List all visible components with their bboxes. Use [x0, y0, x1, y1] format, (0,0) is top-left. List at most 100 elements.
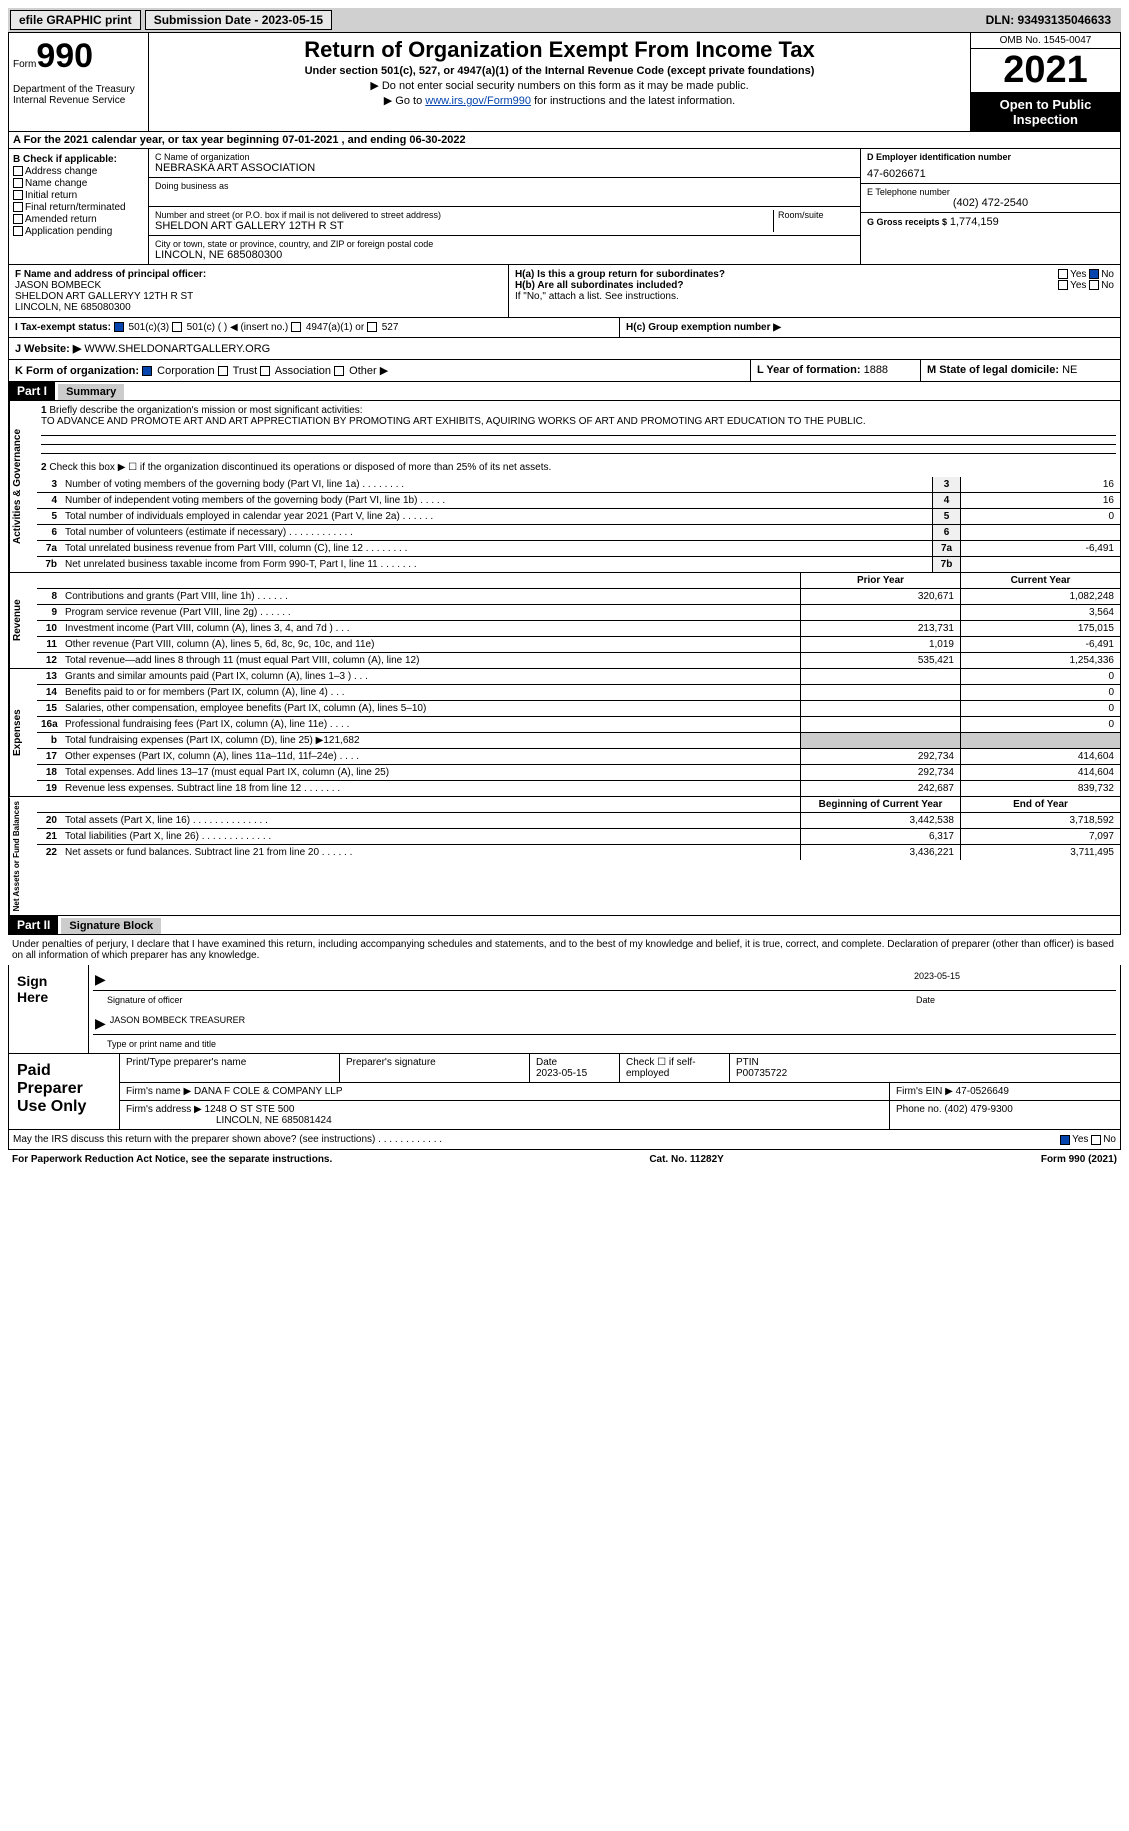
no-label: No — [1103, 1134, 1116, 1145]
firm-addr: 1248 O ST STE 500 — [205, 1104, 295, 1115]
opt-initial: Initial return — [25, 190, 77, 201]
phone-label: E Telephone number — [867, 187, 1114, 197]
revenue-section: Revenue Prior Year Current Year 8Contrib… — [8, 573, 1121, 669]
chk-amended[interactable] — [13, 214, 23, 224]
discuss-yes[interactable] — [1060, 1135, 1070, 1145]
summary-line: 19Revenue less expenses. Subtract line 1… — [37, 781, 1120, 796]
expenses-section: Expenses 13Grants and similar amounts pa… — [8, 669, 1121, 797]
summary-line: 14Benefits paid to or for members (Part … — [37, 685, 1120, 701]
chk-final[interactable] — [13, 202, 23, 212]
ptin-label: PTIN — [736, 1057, 759, 1068]
beginning-header: Beginning of Current Year — [800, 797, 960, 812]
chk-name[interactable] — [13, 178, 23, 188]
summary-line: 18Total expenses. Add lines 13–17 (must … — [37, 765, 1120, 781]
chk-501c3[interactable] — [114, 322, 124, 332]
form-ref: Form 990 (2021) — [1041, 1154, 1117, 1165]
summary-line: 4Number of independent voting members of… — [37, 493, 1120, 509]
main-info-grid: B Check if applicable: Address change Na… — [8, 149, 1121, 265]
ein-label: D Employer identification number — [867, 152, 1114, 162]
gross-receipts: 1,774,159 — [950, 216, 999, 228]
city: LINCOLN, NE 685080300 — [155, 249, 854, 261]
hb-note: If "No," attach a list. See instructions… — [515, 291, 1114, 302]
firm-ein-label: Firm's EIN ▶ — [896, 1086, 953, 1097]
summary-line: 7bNet unrelated business taxable income … — [37, 557, 1120, 572]
column-c: C Name of organization NEBRASKA ART ASSO… — [149, 149, 860, 264]
officer-name: JASON BOMBECK — [15, 280, 502, 291]
part-1-header: Part I Summary — [8, 382, 1121, 401]
sign-date: 2023-05-15 — [914, 971, 1114, 988]
row-j: J Website: ▶ WWW.SHELDONARTGALLERY.ORG — [8, 338, 1121, 360]
efile-button[interactable]: efile GRAPHIC print — [10, 10, 141, 30]
firm-name-label: Firm's name ▶ — [126, 1086, 191, 1097]
type-name-label: Type or print name and title — [93, 1039, 1116, 1049]
chk-other[interactable] — [334, 366, 344, 376]
opt-501c3: 501(c)(3) — [129, 322, 170, 333]
opt-other: Other ▶ — [349, 365, 388, 377]
part-1-label: Part I — [9, 382, 55, 400]
opt-final: Final return/terminated — [25, 202, 126, 213]
ha-label: H(a) Is this a group return for subordin… — [515, 269, 725, 280]
summary-line: 6Total number of volunteers (estimate if… — [37, 525, 1120, 541]
firm-name: DANA F COLE & COMPANY LLP — [194, 1086, 343, 1097]
preparer-section: Paid Preparer Use Only Print/Type prepar… — [8, 1054, 1121, 1130]
summary-line: 5Total number of individuals employed in… — [37, 509, 1120, 525]
phone: (402) 472-2540 — [867, 197, 1114, 209]
officer-addr: SHELDON ART GALLERYY 12TH R ST — [15, 291, 502, 302]
opt-address: Address change — [25, 166, 97, 177]
column-b: B Check if applicable: Address change Na… — [9, 149, 149, 264]
chk-4947[interactable] — [291, 322, 301, 332]
form-number: 990 — [36, 37, 93, 75]
arrow-icon-2: ▶ — [95, 1015, 106, 1032]
hb-label: H(b) Are all subordinates included? — [515, 280, 684, 291]
chk-pending[interactable] — [13, 226, 23, 236]
section-a: A For the 2021 calendar year, or tax yea… — [8, 132, 1121, 149]
department: Department of the Treasury Internal Reve… — [13, 84, 144, 106]
mission-text: TO ADVANCE AND PROMOTE ART AND ART APPRE… — [41, 416, 866, 427]
column-d: D Employer identification number 47-6026… — [860, 149, 1120, 264]
summary-line: 16aProfessional fundraising fees (Part I… — [37, 717, 1120, 733]
summary-line: bTotal fundraising expenses (Part IX, co… — [37, 733, 1120, 749]
org-name: NEBRASKA ART ASSOCIATION — [155, 162, 854, 174]
netassets-section: Net Assets or Fund Balances Beginning of… — [8, 797, 1121, 916]
chk-address[interactable] — [13, 166, 23, 176]
officer-name-title: JASON BOMBECK TREASURER — [110, 1015, 245, 1032]
chk-trust[interactable] — [218, 366, 228, 376]
sig-officer-label: Signature of officer — [93, 995, 916, 1005]
part-1-title: Summary — [58, 384, 124, 400]
chk-501c[interactable] — [172, 322, 182, 332]
chk-corp[interactable] — [142, 366, 152, 376]
irs-link[interactable]: www.irs.gov/Form990 — [425, 95, 531, 107]
opt-trust: Trust — [233, 365, 258, 377]
chk-527[interactable] — [367, 322, 377, 332]
org-name-label: C Name of organization — [155, 152, 854, 162]
row-k: K Form of organization: Corporation Trus… — [8, 360, 1121, 382]
governance-section: Activities & Governance 1 Briefly descri… — [8, 401, 1121, 573]
hb-no[interactable] — [1089, 280, 1099, 290]
ha-yes[interactable] — [1058, 269, 1068, 279]
prep-date: 2023-05-15 — [536, 1068, 587, 1079]
ha-no[interactable] — [1089, 269, 1099, 279]
preparer-label: Paid Preparer Use Only — [9, 1054, 119, 1129]
chk-assoc[interactable] — [260, 366, 270, 376]
firm-city: LINCOLN, NE 685081424 — [126, 1115, 332, 1126]
row-f: F Name and address of principal officer:… — [8, 265, 1121, 318]
chk-initial[interactable] — [13, 190, 23, 200]
footer: For Paperwork Reduction Act Notice, see … — [8, 1150, 1121, 1169]
website-label: J Website: ▶ — [15, 343, 81, 355]
discuss-row: May the IRS discuss this return with the… — [8, 1130, 1121, 1150]
line-2: Check this box ▶ ☐ if the organization d… — [49, 462, 551, 473]
opt-527: 527 — [382, 322, 399, 333]
discuss-no[interactable] — [1091, 1135, 1101, 1145]
dln: DLN: 93493135046633 — [986, 13, 1119, 27]
hb-yes[interactable] — [1058, 280, 1068, 290]
main-title: Return of Organization Exempt From Incom… — [153, 37, 966, 63]
sign-here-label: Sign Here — [9, 965, 89, 1053]
mission-label: Briefly describe the organization's miss… — [49, 405, 362, 416]
gross-label: G Gross receipts $ — [867, 217, 947, 227]
addr-label: Number and street (or P.O. box if mail i… — [155, 210, 769, 220]
prep-phone-label: Phone no. — [896, 1104, 942, 1115]
revenue-label: Revenue — [9, 573, 37, 668]
tax-year: 2021 — [971, 49, 1120, 93]
current-year-header: Current Year — [960, 573, 1120, 588]
arrow-icon: ▶ — [95, 971, 106, 988]
